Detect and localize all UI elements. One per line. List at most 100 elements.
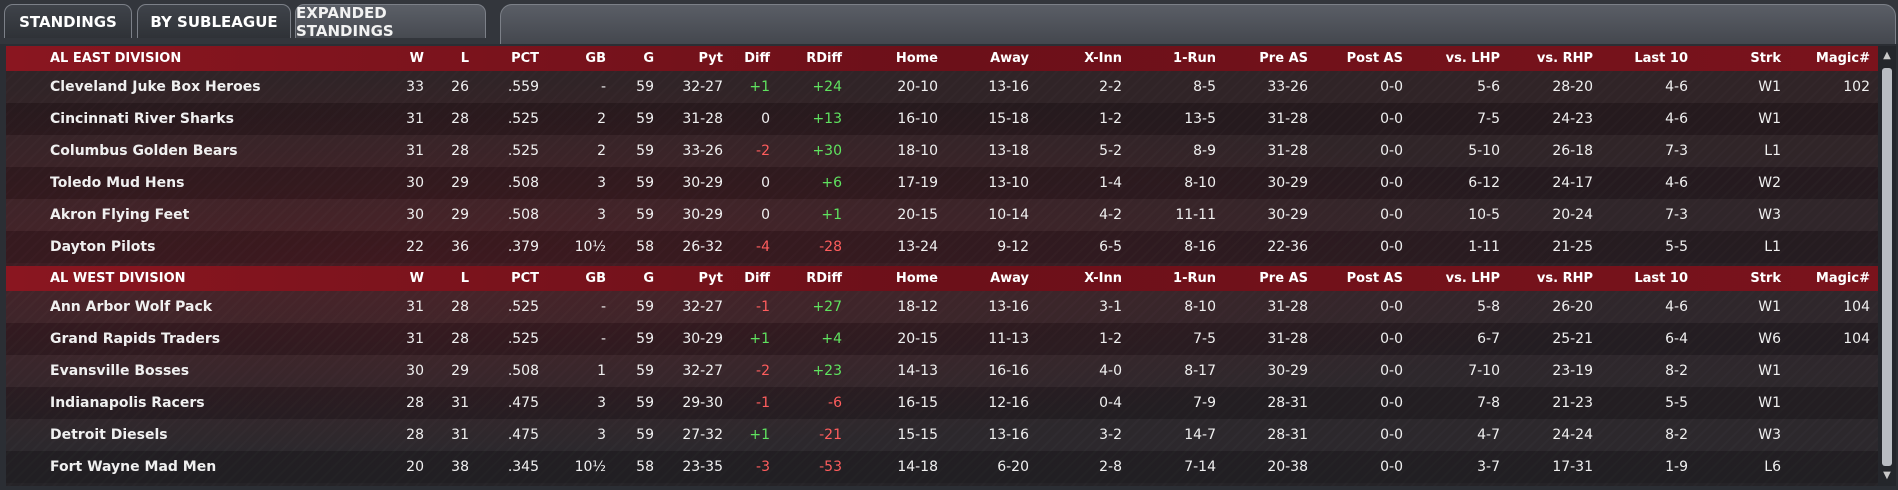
table-row[interactable]: Detroit Diesels 28 31 .475 3 59 27-32 +1 -21 15-1…: [6, 419, 1878, 451]
vertical-scrollbar[interactable]: ▲ ▼: [1878, 46, 1896, 486]
cell-strk: W3: [1758, 427, 1781, 443]
cell-strk: W1: [1758, 395, 1781, 411]
column-header-away[interactable]: Away: [990, 271, 1029, 286]
scroll-up-icon[interactable]: ▲: [1883, 50, 1891, 61]
column-header-g[interactable]: G: [643, 51, 654, 66]
scroll-down-icon[interactable]: ▼: [1883, 470, 1891, 481]
scrollbar-thumb[interactable]: [1882, 68, 1892, 466]
column-header-gb[interactable]: GB: [585, 271, 606, 286]
column-header-last-10[interactable]: Last 10: [1634, 271, 1688, 286]
column-header-last-10[interactable]: Last 10: [1634, 51, 1688, 66]
cell-vslhp: 5-6: [1477, 79, 1500, 95]
column-header-vs-lhp[interactable]: vs. LHP: [1445, 271, 1500, 286]
cell-away: 6-20: [997, 459, 1029, 475]
table-row[interactable]: Cleveland Juke Box Heroes 33 26 .559 - 59 32-2…: [6, 71, 1878, 103]
column-header-vs-rhp[interactable]: vs. RHP: [1536, 51, 1593, 66]
cell-last10: 6-4: [1665, 331, 1688, 347]
table-row[interactable]: Ann Arbor Wolf Pack 31 28 .525 - 59 32-27 -1 +27…: [6, 291, 1878, 323]
column-header-pyt[interactable]: Pyt: [698, 51, 723, 66]
column-header-pct[interactable]: PCT: [511, 51, 539, 66]
cell-home: 18-10: [897, 143, 938, 159]
table-row[interactable]: Evansville Bosses 30 29 .508 1 59 32-27 -2 +23 14…: [6, 355, 1878, 387]
table-row[interactable]: Dayton Pilots 22 36 .379 10½ 58 26-32 -4 -28 13-2…: [6, 231, 1878, 263]
column-header-pre-as[interactable]: Pre AS: [1259, 271, 1308, 286]
table-row[interactable]: Toledo Mud Hens 30 29 .508 3 59 30-29 0 +6 17-19 1…: [6, 167, 1878, 199]
column-header-x-inn[interactable]: X-Inn: [1084, 271, 1122, 286]
team-name[interactable]: Akron Flying Feet: [50, 207, 190, 223]
cell-diff: +1: [749, 427, 770, 443]
cell-away: 13-10: [988, 175, 1029, 191]
table-row[interactable]: Fort Wayne Mad Men 20 38 .345 10½ 58 23-35 -3 -5…: [6, 451, 1878, 483]
tab-by-subleague[interactable]: BY SUBLEAGUE: [137, 4, 291, 38]
cell-gb: 3: [597, 207, 606, 223]
table-row[interactable]: Akron Flying Feet 30 29 .508 3 59 30-29 0 +1 20-1…: [6, 199, 1878, 231]
column-header-w[interactable]: W: [409, 271, 424, 286]
column-header-g[interactable]: G: [643, 271, 654, 286]
column-header-magic[interactable]: Magic#: [1815, 271, 1870, 286]
table-row[interactable]: Cincinnati River Sharks 31 28 .525 2 59 31-28 0…: [6, 103, 1878, 135]
cell-pct: .525: [507, 143, 539, 159]
column-header-diff[interactable]: Diff: [744, 51, 770, 66]
team-name[interactable]: Detroit Diesels: [50, 427, 168, 443]
column-header-x-inn[interactable]: X-Inn: [1084, 51, 1122, 66]
team-name[interactable]: Grand Rapids Traders: [50, 331, 221, 347]
team-name[interactable]: Dayton Pilots: [50, 239, 156, 255]
cell-g: 59: [636, 111, 654, 127]
cell-postas: 0-0: [1380, 79, 1403, 95]
team-name[interactable]: Toledo Mud Hens: [50, 175, 185, 191]
cell-vslhp: 7-10: [1468, 363, 1500, 379]
column-header-rdiff[interactable]: RDiff: [806, 271, 842, 286]
team-name[interactable]: Ann Arbor Wolf Pack: [50, 299, 213, 315]
column-header-rdiff[interactable]: RDiff: [806, 51, 842, 66]
column-header-l[interactable]: L: [460, 51, 469, 66]
column-header-diff[interactable]: Diff: [744, 271, 770, 286]
tab-standings[interactable]: STANDINGS: [4, 4, 132, 38]
cell-diff: -2: [756, 363, 770, 379]
tab-expanded-standings[interactable]: EXPANDED STANDINGS: [295, 4, 486, 40]
cell-pyt: 26-32: [682, 239, 723, 255]
column-header-magic[interactable]: Magic#: [1815, 51, 1870, 66]
column-header-post-as[interactable]: Post AS: [1346, 271, 1403, 286]
column-header-strk[interactable]: Strk: [1750, 51, 1781, 66]
tab-strip-filler: [500, 4, 1896, 44]
table-row[interactable]: Columbus Golden Bears 31 28 .525 2 59 33-26 -2 +…: [6, 135, 1878, 167]
cell-away: 16-16: [988, 363, 1029, 379]
column-header-l[interactable]: L: [460, 271, 469, 286]
cell-vslhp: 3-7: [1477, 459, 1500, 475]
column-header-home[interactable]: Home: [895, 271, 938, 286]
column-header-home[interactable]: Home: [895, 51, 938, 66]
cell-vsrhp: 24-24: [1552, 427, 1593, 443]
column-header-w[interactable]: W: [409, 51, 424, 66]
cell-onerun: 13-5: [1184, 111, 1216, 127]
cell-l: 28: [451, 111, 469, 127]
column-header-gb[interactable]: GB: [585, 51, 606, 66]
cell-l: 26: [451, 79, 469, 95]
team-name[interactable]: Cleveland Juke Box Heroes: [50, 79, 261, 95]
column-header-1-run[interactable]: 1-Run: [1173, 51, 1216, 66]
table-row[interactable]: Grand Rapids Traders 31 28 .525 - 59 30-29 +1 +4…: [6, 323, 1878, 355]
cell-preas: 20-38: [1267, 459, 1308, 475]
column-header-vs-rhp[interactable]: vs. RHP: [1536, 271, 1593, 286]
column-header-pre-as[interactable]: Pre AS: [1259, 51, 1308, 66]
team-name[interactable]: Indianapolis Racers: [50, 395, 205, 411]
team-name[interactable]: Cincinnati River Sharks: [50, 111, 234, 127]
column-header-strk[interactable]: Strk: [1750, 271, 1781, 286]
column-header-vs-lhp[interactable]: vs. LHP: [1445, 51, 1500, 66]
column-header-pct[interactable]: PCT: [511, 271, 539, 286]
cell-onerun: 7-14: [1184, 459, 1216, 475]
column-header-post-as[interactable]: Post AS: [1346, 51, 1403, 66]
cell-vslhp: 1-11: [1468, 239, 1500, 255]
cell-l: 29: [451, 207, 469, 223]
cell-vsrhp: 20-24: [1552, 207, 1593, 223]
column-header-away[interactable]: Away: [990, 51, 1029, 66]
cell-xinn: 1-2: [1099, 331, 1122, 347]
team-name[interactable]: Fort Wayne Mad Men: [50, 459, 217, 475]
column-header-pyt[interactable]: Pyt: [698, 271, 723, 286]
team-name[interactable]: Columbus Golden Bears: [50, 143, 238, 159]
cell-l: 36: [451, 239, 469, 255]
cell-home: 20-15: [897, 207, 938, 223]
team-name[interactable]: Evansville Bosses: [50, 363, 190, 379]
cell-away: 12-16: [988, 395, 1029, 411]
column-header-1-run[interactable]: 1-Run: [1173, 271, 1216, 286]
table-row[interactable]: Indianapolis Racers 28 31 .475 3 59 29-30 -1 -6 1…: [6, 387, 1878, 419]
